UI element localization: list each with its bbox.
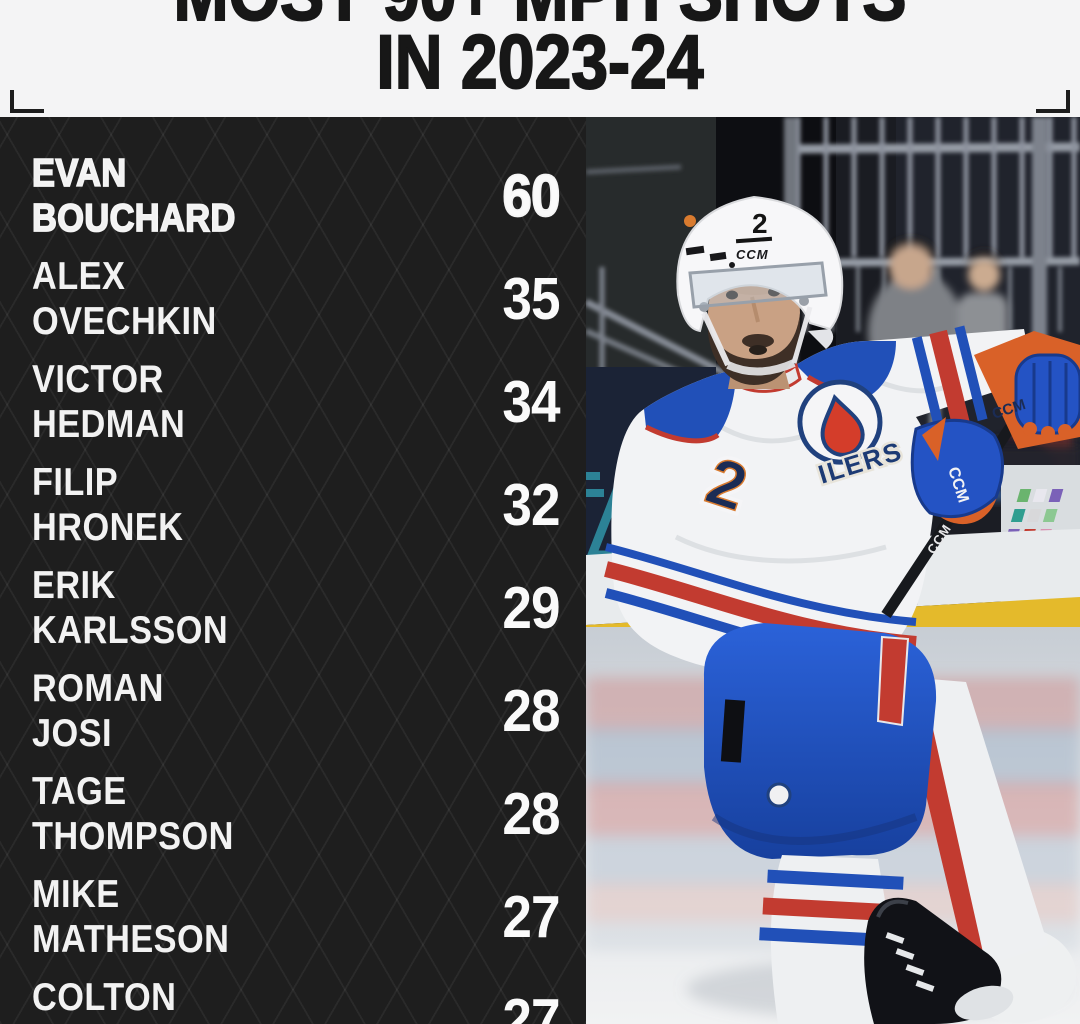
shot-count: 32: [502, 471, 561, 538]
shot-count: 27: [502, 986, 561, 1024]
helmet-brand: CCM: [736, 247, 769, 262]
leaderboard-row: MIKE MATHESON 27: [32, 865, 561, 968]
player-name: TAGE THOMPSON: [32, 769, 234, 858]
player-name: MIKE MATHESON: [32, 872, 230, 961]
shot-count: 28: [502, 780, 561, 847]
sock-stripes: [759, 869, 904, 948]
crop-mark-left-icon: [10, 90, 44, 113]
head: 2 CCM: [676, 195, 844, 389]
page-title-line2: IN 2023-24: [376, 20, 705, 105]
player: ILERS 2 2 CCM: [604, 195, 1080, 1024]
leaderboard-row: ERIK KARLSSON 29: [32, 556, 561, 659]
helmet-number: 2: [752, 208, 768, 239]
leaderboard-row: EVAN BOUCHARD 60: [31, 144, 562, 247]
glove-lower: CCM: [910, 417, 1005, 525]
visor: [688, 261, 828, 309]
shot-count: 60: [502, 162, 562, 230]
leaderboard-row: FILIP HRONEK 32: [32, 453, 561, 556]
helmet-logo-dot: [684, 215, 696, 227]
player-name: EVAN BOUCHARD: [31, 151, 236, 241]
team-logo: [797, 379, 883, 465]
player-photo: ILERS 2 2 CCM: [586, 117, 1080, 1024]
sleeve-stripes: [911, 325, 988, 432]
player-name: ALEX OVECHKIN: [32, 254, 217, 343]
shot-count: 29: [502, 574, 561, 641]
leaderboard-row: ALEX OVECHKIN 35: [32, 247, 561, 350]
crop-mark-right-icon: [1036, 90, 1070, 113]
pants: [703, 623, 937, 859]
leaderboard-row: VICTOR HEDMAN 34: [32, 350, 561, 453]
leaderboard-panel: EVAN BOUCHARD 60 ALEX OVECHKIN 35 VICTOR…: [0, 117, 586, 1024]
glove-upper: CCM: [974, 331, 1080, 449]
header: MOST 90+ MPH SHOTS IN 2023-24: [0, 0, 1080, 117]
player-name: ROMAN JOSI: [32, 666, 164, 755]
player-name: VICTOR HEDMAN: [32, 357, 186, 446]
shot-count: 34: [502, 368, 561, 435]
page-title-line1: MOST 90+ MPH SHOTS: [70, 0, 1010, 34]
leaderboard-row: COLTON PARAYKO 27: [32, 968, 561, 1024]
player-name: COLTON PARAYKO: [32, 975, 201, 1024]
player-name: FILIP HRONEK: [32, 460, 184, 549]
leaderboard-row: ROMAN JOSI 28: [32, 659, 561, 762]
shot-count: 27: [502, 883, 561, 950]
player-name: ERIK KARLSSON: [32, 563, 229, 652]
leaderboard-row: TAGE THOMPSON 28: [32, 762, 561, 865]
player-photo-illustration: ILERS 2 2 CCM: [586, 117, 1080, 1024]
shot-count: 28: [502, 677, 561, 744]
shot-count: 35: [502, 265, 561, 332]
skate: [864, 897, 1014, 1024]
